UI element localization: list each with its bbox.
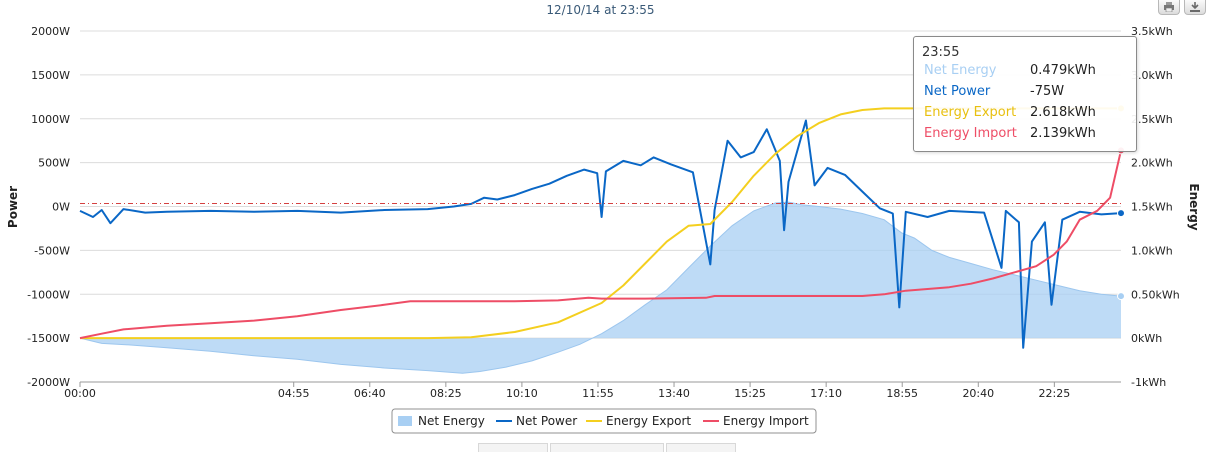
tooltip-series-value: -75W bbox=[1030, 84, 1065, 99]
x-tick-label: 15:25 bbox=[734, 387, 766, 400]
tooltip-series-name: Net Power bbox=[924, 84, 991, 99]
print-button[interactable] bbox=[1158, 0, 1180, 15]
y-left-tick-label: 0W bbox=[52, 201, 70, 214]
series-end-marker bbox=[1117, 292, 1125, 301]
tooltip-row: Net Energy 0.479kWh bbox=[914, 63, 1134, 83]
range-tab[interactable] bbox=[478, 443, 548, 452]
legend-swatch bbox=[398, 416, 412, 426]
y-right-tick-label: 0kWh bbox=[1131, 332, 1162, 345]
x-tick-label: 22:25 bbox=[1039, 387, 1071, 400]
x-tick-label: 08:25 bbox=[430, 387, 462, 400]
legend-label: Energy Export bbox=[606, 414, 691, 428]
tooltip-series-name: Energy Export bbox=[924, 105, 1017, 120]
y-right-tick-label: 0.50kWh bbox=[1131, 288, 1180, 301]
tooltip-row: Energy Export 2.618kWh bbox=[914, 105, 1134, 125]
y-left-tick-label: 500W bbox=[38, 157, 70, 170]
range-tab[interactable] bbox=[666, 443, 736, 452]
series-line-net-power bbox=[79, 119, 1122, 349]
y-left-axis-title: Power bbox=[6, 186, 20, 228]
x-tick-label: 00:00 bbox=[64, 387, 96, 400]
series-area-outline bbox=[79, 201, 1122, 374]
series-area-net-energy bbox=[80, 202, 1121, 374]
y-right-tick-label: 1.5kWh bbox=[1131, 201, 1173, 214]
tooltip: 23:55 Net Energy 0.479kWh Net Power -75W… bbox=[913, 36, 1137, 152]
y-right-tick-label: -1kWh bbox=[1131, 376, 1166, 389]
y-right-tick-label: 2.0kWh bbox=[1131, 157, 1173, 170]
legend-label: Net Power bbox=[516, 414, 577, 428]
x-tick-label: 18:55 bbox=[886, 387, 918, 400]
legend-label: Net Energy bbox=[418, 414, 485, 428]
y-left-tick-label: -1000W bbox=[27, 288, 70, 301]
y-left-tick-label: -2000W bbox=[27, 376, 70, 389]
y-left-tick-label: 1500W bbox=[31, 69, 70, 82]
series-end-marker bbox=[1117, 209, 1125, 218]
tooltip-series-name: Net Energy bbox=[924, 63, 997, 78]
series-line-energy-import bbox=[79, 150, 1122, 340]
y-right-tick-label: 3.5kWh bbox=[1131, 25, 1173, 38]
x-tick-label: 17:10 bbox=[810, 387, 842, 400]
x-tick-label: 06:40 bbox=[354, 387, 386, 400]
x-tick-label: 13:40 bbox=[658, 387, 690, 400]
y-right-tick-label: 3.0kWh bbox=[1131, 69, 1173, 82]
tooltip-row: Net Power -75W bbox=[914, 84, 1134, 104]
y-right-tick-label: 2.5kWh bbox=[1131, 113, 1173, 126]
tooltip-series-name: Energy Import bbox=[924, 126, 1017, 141]
y-left-tick-label: -1500W bbox=[27, 332, 70, 345]
download-icon bbox=[1190, 2, 1200, 12]
x-tick-label: 20:40 bbox=[962, 387, 994, 400]
y-left-tick-label: 1000W bbox=[31, 113, 70, 126]
chart-title: 12/10/14 at 23:55 bbox=[546, 3, 654, 17]
legend-label: Energy Import bbox=[723, 414, 809, 428]
y-left-tick-label: -500W bbox=[34, 244, 70, 257]
y-right-axis-title: Energy bbox=[1187, 183, 1201, 230]
tooltip-row: Energy Import 2.139kWh bbox=[914, 126, 1134, 146]
export-button[interactable] bbox=[1184, 0, 1206, 15]
legend-box bbox=[391, 408, 817, 434]
x-tick-label: 04:55 bbox=[278, 387, 310, 400]
tooltip-series-value: 2.618kWh bbox=[1030, 105, 1096, 120]
series-line-energy-export bbox=[80, 107, 1121, 340]
tooltip-series-value: 0.479kWh bbox=[1030, 63, 1096, 78]
x-tick-label: 10:10 bbox=[506, 387, 538, 400]
print-icon bbox=[1164, 2, 1174, 12]
x-tick-label: 11:55 bbox=[582, 387, 614, 400]
tooltip-series-value: 2.139kWh bbox=[1030, 126, 1096, 141]
tooltip-time: 23:55 bbox=[922, 45, 960, 60]
range-tab[interactable] bbox=[550, 443, 664, 452]
y-left-tick-label: 2000W bbox=[31, 25, 70, 38]
y-right-tick-label: 1.0kWh bbox=[1131, 244, 1173, 257]
